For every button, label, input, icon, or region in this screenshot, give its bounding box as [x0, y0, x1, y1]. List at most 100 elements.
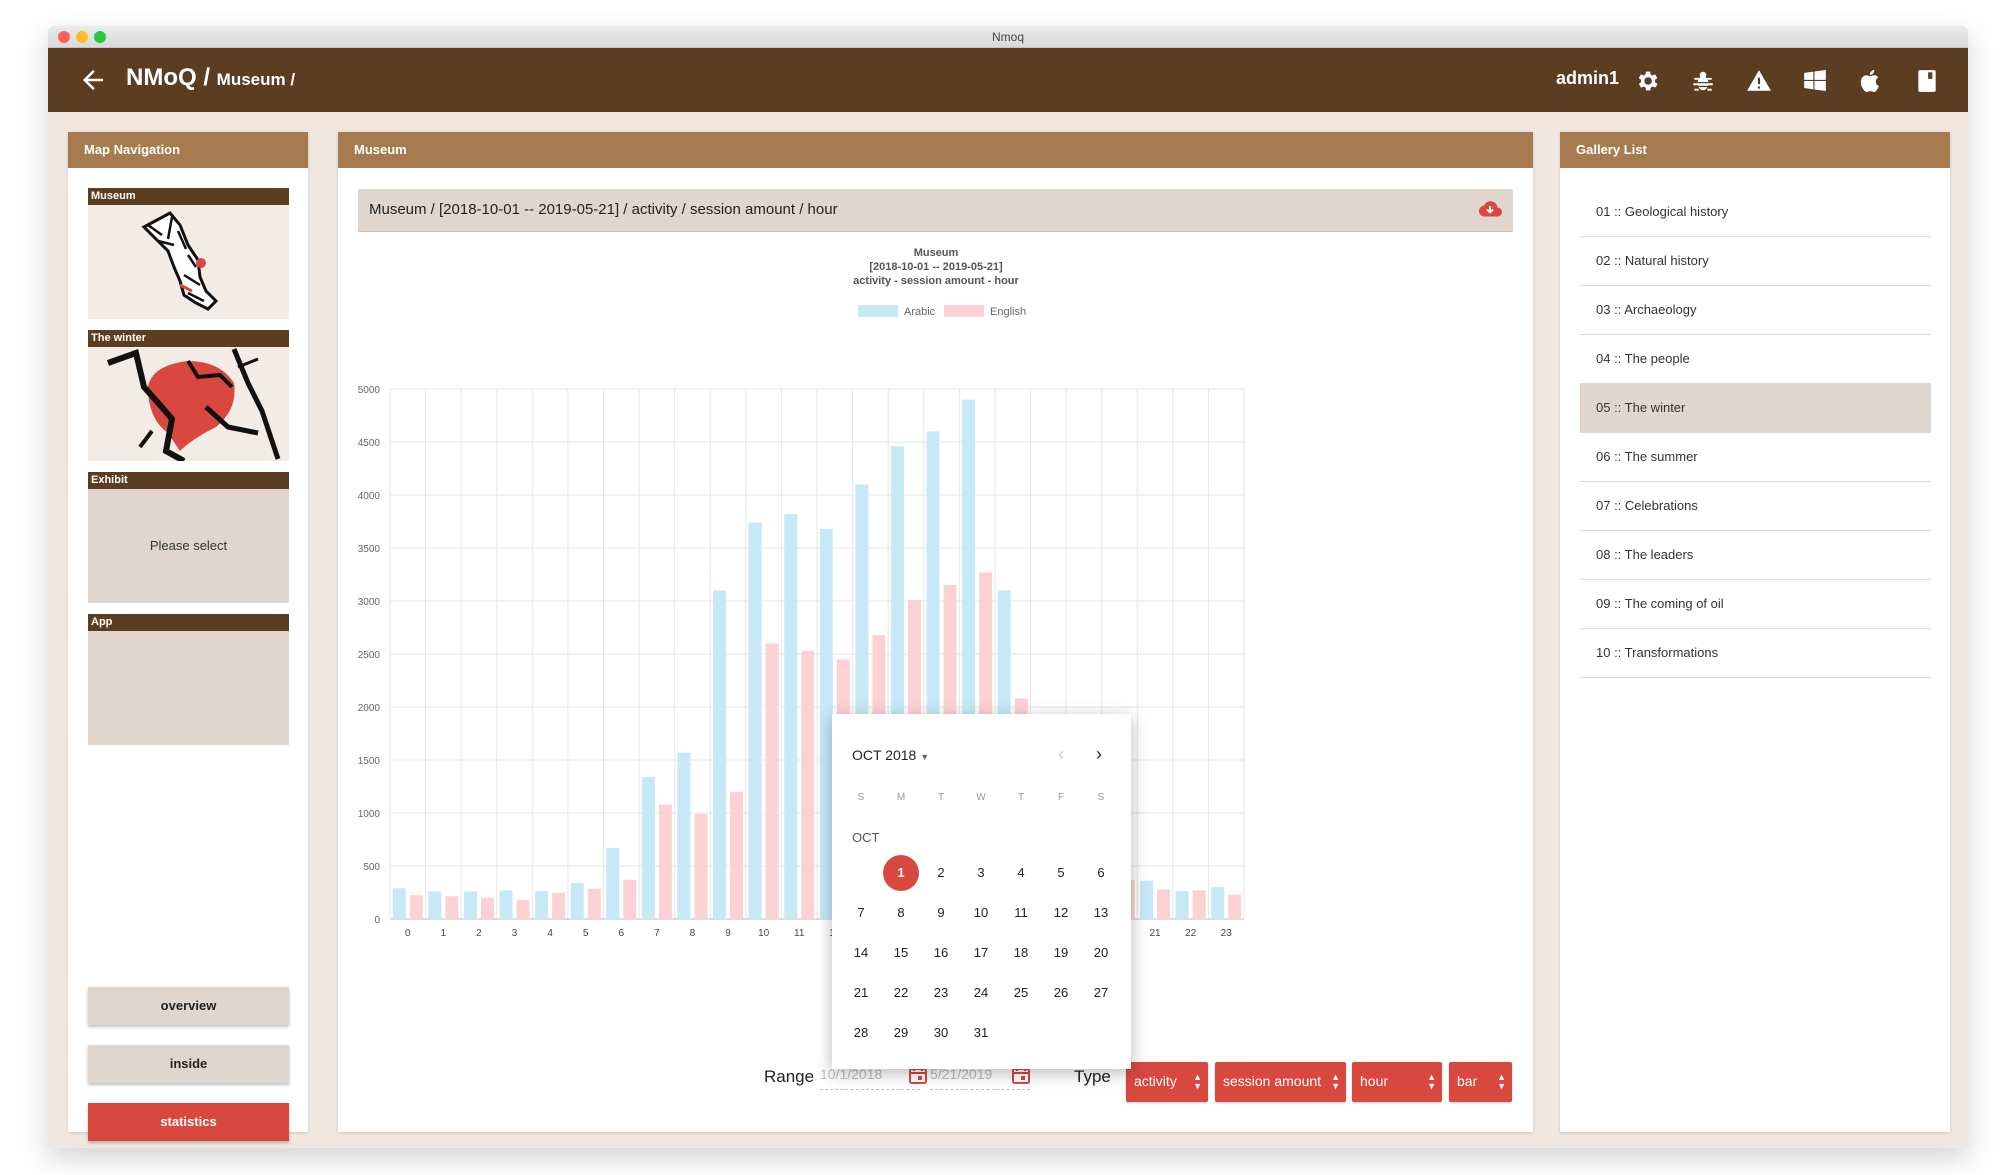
calendar-day[interactable]: 30 [933, 1025, 949, 1040]
calendar-day[interactable]: 18 [1013, 945, 1029, 960]
calendar-day[interactable]: 11 [1014, 905, 1028, 920]
windows-icon[interactable] [1802, 68, 1828, 94]
calendar-month-selector[interactable]: OCT 2018 ▼ [852, 747, 929, 763]
bar-english-1[interactable] [445, 896, 459, 919]
book-icon[interactable] [1914, 68, 1940, 94]
calendar-day[interactable]: 2 [937, 865, 945, 880]
calendar-day[interactable]: 8 [897, 905, 905, 920]
calendar-day[interactable]: 16 [933, 945, 949, 960]
calendar-day[interactable]: 12 [1053, 905, 1069, 920]
measure-select[interactable]: session amount ▲ ▼ [1215, 1062, 1346, 1102]
bar-english-8[interactable] [694, 814, 708, 919]
gallery-item[interactable]: 09 :: The coming of oil [1580, 580, 1931, 629]
museum-map-image[interactable] [88, 205, 289, 319]
maximize-window-button[interactable] [94, 31, 106, 43]
calendar-day[interactable]: 14 [853, 945, 869, 960]
calendar-day[interactable]: 29 [893, 1025, 909, 1040]
bar-english-5[interactable] [587, 888, 601, 919]
calendar-day[interactable]: 25 [1013, 985, 1029, 1000]
bar-english-21[interactable] [1157, 889, 1171, 919]
chart-type-select[interactable]: bar ▲ ▼ [1449, 1062, 1512, 1102]
gallery-item[interactable]: 03 :: Archaeology [1580, 286, 1931, 335]
statistics-button[interactable]: statistics [88, 1103, 289, 1141]
breadcrumb-root[interactable]: NMoQ / [126, 64, 210, 91]
gear-icon[interactable] [1634, 68, 1660, 94]
calendar-day[interactable]: 4 [1017, 865, 1025, 880]
calendar-day[interactable]: 3 [977, 865, 985, 880]
bar-arabic-2[interactable] [463, 891, 477, 919]
gallery-item[interactable]: 07 :: Celebrations [1580, 482, 1931, 531]
calendar-day[interactable]: 28 [853, 1025, 869, 1040]
bar-english-2[interactable] [480, 897, 494, 919]
calendar-day[interactable]: 1 [883, 855, 919, 891]
calendar-day[interactable]: 21 [853, 985, 869, 1000]
legend-arabic-swatch[interactable] [858, 305, 898, 317]
bar-english-3[interactable] [516, 899, 530, 919]
calendar-day[interactable]: 17 [973, 945, 989, 960]
bar-arabic-3[interactable] [499, 890, 513, 919]
bar-arabic-21[interactable] [1140, 880, 1154, 919]
bar-english-22[interactable] [1192, 890, 1206, 919]
exhibit-map[interactable]: Exhibit Please select [88, 472, 289, 603]
bar-arabic-22[interactable] [1175, 890, 1189, 919]
metric-select[interactable]: activity ▲ ▼ [1126, 1062, 1208, 1102]
bar-english-23[interactable] [1228, 894, 1242, 919]
calendar-day[interactable]: 19 [1053, 945, 1069, 960]
bar-english-6[interactable] [623, 879, 637, 919]
legend-arabic[interactable]: Arabic [904, 306, 936, 318]
minimize-window-button[interactable] [76, 31, 88, 43]
chart-legend[interactable]: Arabic English [858, 305, 1026, 318]
breadcrumb-museum[interactable]: Museum / [216, 70, 296, 89]
calendar-day[interactable]: 27 [1093, 985, 1109, 1000]
bar-arabic-5[interactable] [570, 882, 584, 919]
warning-icon[interactable] [1746, 68, 1772, 94]
bar-arabic-23[interactable] [1211, 887, 1225, 919]
legend-english-swatch[interactable] [944, 305, 984, 317]
app-map[interactable]: App [88, 614, 289, 745]
bar-arabic-9[interactable] [713, 590, 727, 919]
legend-english[interactable]: English [990, 306, 1026, 318]
close-window-button[interactable] [58, 31, 70, 43]
bar-arabic-1[interactable] [428, 891, 442, 919]
range-end-input[interactable]: 5/21/2019 [930, 1058, 1030, 1090]
username-label[interactable]: admin1 [1556, 68, 1620, 88]
granularity-select[interactable]: hour ▲ ▼ [1352, 1062, 1442, 1102]
range-start-input[interactable]: 10/1/2018 [820, 1058, 920, 1090]
calendar-day[interactable]: 9 [937, 905, 945, 920]
calendar-day[interactable]: 31 [973, 1025, 989, 1040]
gallery-item[interactable]: 10 :: Transformations [1580, 629, 1931, 678]
bar-arabic-12[interactable] [819, 528, 833, 919]
bar-english-11[interactable] [801, 650, 815, 919]
bar-english-7[interactable] [658, 804, 672, 919]
gallery-item[interactable]: 08 :: The leaders [1580, 531, 1931, 580]
bar-english-4[interactable] [552, 893, 566, 919]
calendar-day[interactable]: 15 [893, 945, 909, 960]
gallery-item[interactable]: 02 :: Natural history [1580, 237, 1931, 286]
calendar-day[interactable]: 23 [933, 985, 949, 1000]
gallery-item[interactable]: 05 :: The winter [1580, 384, 1931, 433]
calendar-day[interactable]: 5 [1057, 865, 1065, 880]
calendar-day[interactable]: 24 [973, 985, 989, 1000]
bar-arabic-11[interactable] [784, 514, 798, 919]
calendar-day[interactable]: 7 [857, 905, 865, 920]
bar-arabic-7[interactable] [641, 776, 655, 919]
next-month-chevron-icon[interactable]: › [1096, 744, 1102, 764]
gallery-item[interactable]: 04 :: The people [1580, 335, 1931, 384]
bar-english-9[interactable] [730, 791, 744, 919]
gallery-item[interactable]: 06 :: The summer [1580, 433, 1931, 482]
apple-icon[interactable] [1858, 68, 1884, 94]
overview-button[interactable]: overview [88, 987, 289, 1025]
calendar-day[interactable]: 6 [1097, 865, 1105, 880]
calendar-day[interactable]: 10 [973, 905, 989, 920]
bar-arabic-4[interactable] [535, 890, 549, 919]
museum-map[interactable]: Museum [88, 188, 289, 319]
previous-month-chevron-icon[interactable]: ‹ [1058, 744, 1064, 764]
inside-button[interactable]: inside [88, 1045, 289, 1083]
winter-map[interactable]: The winter [88, 330, 289, 464]
cloud-download-icon[interactable] [1477, 199, 1503, 221]
bar-arabic-10[interactable] [748, 522, 762, 919]
bar-arabic-6[interactable] [606, 847, 620, 919]
bar-english-10[interactable] [765, 643, 779, 919]
back-arrow-icon[interactable] [78, 65, 108, 95]
